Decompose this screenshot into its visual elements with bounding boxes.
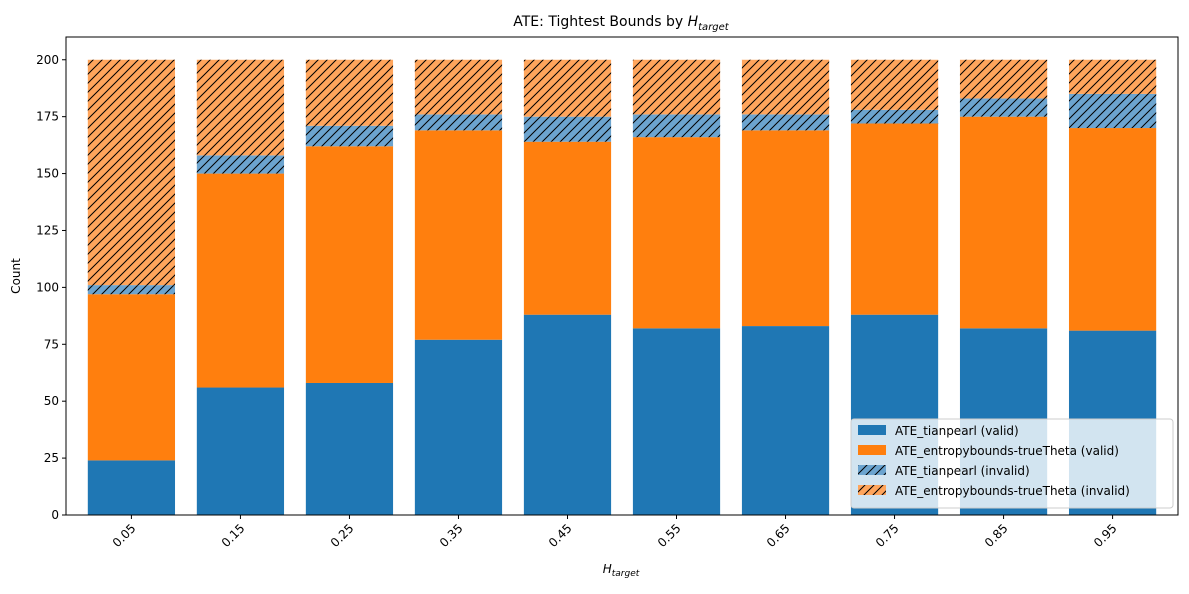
- bar-1-0.15: [196, 173, 285, 388]
- bar-hatch-3-0.05: [87, 59, 176, 286]
- bar-1-0.05: [87, 294, 176, 461]
- bar-1-0.35: [414, 130, 503, 340]
- bar-1-0.25: [305, 146, 394, 383]
- plot-frame: [65, 36, 1179, 516]
- y-tick-label: 0: [51, 508, 59, 522]
- x-tick-label: 0.35: [437, 521, 466, 550]
- legend-label: ATE_tianpearl (valid): [895, 424, 1019, 438]
- bar-hatch-3-0.25: [305, 59, 394, 126]
- x-tick-label: 0.65: [764, 521, 793, 550]
- bar-hatch-2-0.65: [741, 114, 830, 131]
- legend-swatch-hatch: [858, 465, 886, 475]
- bar-hatch-2-0.35: [414, 114, 503, 131]
- y-tick-label: 50: [44, 394, 59, 408]
- bar-1-0.85: [959, 116, 1048, 329]
- bar-1-0.95: [1068, 128, 1157, 331]
- x-tick-label: 0.85: [982, 521, 1011, 550]
- bar-0-0.05: [87, 460, 176, 515]
- bar-hatch-2-0.15: [196, 155, 285, 174]
- bar-0-0.55: [632, 328, 721, 515]
- y-tick-label: 100: [36, 280, 59, 294]
- legend-label: ATE_entropybounds-trueTheta (invalid): [895, 484, 1130, 498]
- bar-hatch-2-0.95: [1068, 93, 1157, 129]
- bar-hatch-3-0.35: [414, 59, 503, 115]
- bar-hatch-3-0.45: [523, 59, 612, 117]
- y-tick-label: 150: [36, 167, 59, 181]
- bar-hatch-2-0.55: [632, 114, 721, 138]
- x-tick-label: 0.75: [873, 521, 902, 550]
- y-tick-label: 75: [44, 337, 59, 351]
- bar-hatch-3-0.65: [741, 59, 830, 115]
- legend: ATE_tianpearl (valid) ATE_entropybounds-t…: [850, 418, 1174, 509]
- legend-swatch: [858, 425, 886, 435]
- bar-hatch-2-0.05: [87, 285, 176, 295]
- y-tick-label: 25: [44, 451, 59, 465]
- y-tick-label: 125: [36, 223, 59, 237]
- bar-hatch-3-0.85: [959, 59, 1048, 99]
- legend-swatch: [858, 445, 886, 455]
- y-tick-label: 175: [36, 110, 59, 124]
- y-tick-label: 200: [36, 53, 59, 67]
- bar-1-0.65: [741, 130, 830, 327]
- x-axis-label: Htarget: [603, 562, 640, 579]
- x-tick-label: 0.45: [546, 521, 575, 550]
- bar-hatch-2-0.25: [305, 125, 394, 147]
- legend-frame: [850, 418, 1174, 509]
- bar-hatch-3-0.15: [196, 59, 285, 156]
- x-axis: 0.05 0.15 0.25 0.35 0.45 0.55 0.65 0.75 0.85 0.95: [110, 515, 1120, 550]
- y-axis-label: Count: [9, 258, 23, 294]
- x-tick-label: 0.25: [328, 521, 357, 550]
- bar-hatch-3-0.75: [850, 59, 939, 110]
- bar-hatch-2-0.75: [850, 109, 939, 124]
- bar-0-0.25: [305, 382, 394, 515]
- x-tick-label: 0.05: [110, 521, 139, 550]
- x-tick-label: 0.55: [655, 521, 684, 550]
- x-tick-label: 0.95: [1091, 521, 1120, 550]
- bar-hatch-2-0.45: [523, 116, 612, 142]
- chart-title: ATE: Tightest Bounds by Htarget: [513, 14, 730, 33]
- bar-0-0.15: [196, 387, 285, 515]
- bar-hatch-3-0.95: [1068, 59, 1157, 94]
- y-axis: 0 25 50 75 100 125 150 175 200: [36, 53, 66, 522]
- bar-0-0.45: [523, 314, 612, 515]
- x-tick-label: 0.15: [219, 521, 248, 550]
- legend-label: ATE_entropybounds-trueTheta (valid): [895, 444, 1119, 458]
- bar-hatch-2-0.85: [959, 98, 1048, 117]
- bar-1-0.55: [632, 137, 721, 329]
- bar-0-0.35: [414, 339, 503, 515]
- bar-1-0.45: [523, 141, 612, 315]
- legend-swatch-hatch: [858, 485, 886, 495]
- bar-hatch-3-0.55: [632, 59, 721, 115]
- bar-0-0.65: [741, 326, 830, 515]
- bar-1-0.75: [850, 123, 939, 315]
- legend-label: ATE_tianpearl (invalid): [895, 464, 1030, 478]
